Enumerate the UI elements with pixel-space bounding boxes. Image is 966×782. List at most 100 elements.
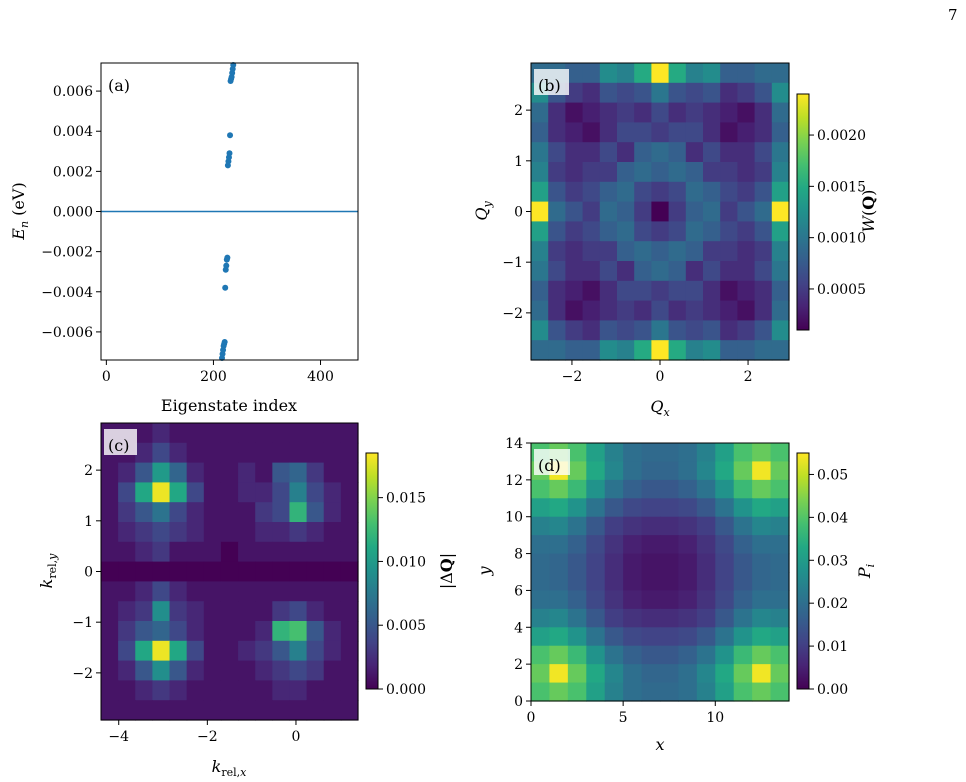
- panel-b-cell: [771, 320, 790, 341]
- panel-b-label-box: [534, 69, 569, 95]
- panel-d-cell: [586, 682, 606, 702]
- panel-c-cell: [323, 700, 342, 721]
- panel-b-cell: [668, 102, 687, 123]
- panel-a-point: [222, 284, 229, 291]
- panel-c-cell: [306, 660, 325, 681]
- panel-b-cell: [754, 320, 773, 341]
- panel-a-xtick-label: 0: [102, 369, 111, 385]
- panel-b-cell: [548, 241, 566, 262]
- panel-b-cell: [617, 63, 635, 84]
- panel-a-ytick-label: 0.002: [53, 164, 93, 180]
- panel-b-cell: [565, 122, 584, 143]
- panel-b-cell: [754, 300, 773, 321]
- panel-b-cell: [582, 320, 601, 341]
- panel-d-cell: [696, 461, 716, 481]
- panel-d-cell: [567, 664, 587, 684]
- panel-d-cell: [752, 682, 772, 702]
- panel-b-ytick-label: −1: [502, 255, 523, 271]
- panel-c-cell: [272, 482, 291, 503]
- panel-b-cell: [771, 181, 790, 203]
- panel-b-cell: [703, 102, 721, 123]
- panel-c-cell: [306, 482, 325, 503]
- panel-b-cell: [565, 102, 584, 123]
- panel-c-cell: [118, 621, 136, 642]
- panel-d-xtick-label: 5: [619, 710, 628, 726]
- panel-b-heatmap: [531, 63, 790, 361]
- panel-d-cell: [531, 553, 551, 573]
- panel-b-cell: [617, 102, 635, 123]
- panel-d-ytick-label: 12: [505, 473, 523, 489]
- panel-c-cell: [169, 482, 188, 503]
- panel-d-cell: [586, 664, 606, 684]
- panel-b-cell: [531, 241, 549, 262]
- panel-c-cell: [203, 442, 222, 464]
- panel-b-cell: [548, 162, 566, 183]
- panel-d-ytick-label: 4: [514, 620, 523, 636]
- panel-d-cell: [696, 498, 716, 518]
- panel-d-cell: [733, 498, 753, 518]
- panel-d-cell: [733, 572, 753, 592]
- panel-c-cell: [289, 502, 308, 523]
- panel-b-cell: [565, 340, 584, 361]
- panel-b-cbar-tick-label: 0.0005: [817, 282, 866, 298]
- panel-d-cell: [696, 682, 716, 702]
- panel-b-cell: [548, 261, 566, 282]
- panel-a-xlabel: Eigenstate index: [161, 396, 297, 415]
- panel-c-cell: [255, 660, 273, 681]
- panel-c-cell: [186, 700, 205, 721]
- panel-c-cell: [169, 442, 188, 464]
- panel-b-cell: [703, 300, 721, 321]
- panel-c-cell: [238, 581, 256, 602]
- panel-b-cell: [599, 102, 618, 123]
- panel-c-heatmap: [101, 423, 359, 721]
- panel-b-cell: [685, 181, 704, 203]
- panel-d-cell: [733, 443, 753, 463]
- panel-c-cell: [340, 423, 359, 444]
- panel-a-point: [230, 62, 237, 69]
- panel-b-cell: [565, 181, 584, 203]
- panel-b-cell: [617, 162, 635, 183]
- panel-d-xtick-label: 0: [527, 710, 536, 726]
- panel-c-cell: [186, 423, 205, 444]
- panel-d-cell: [678, 682, 698, 702]
- panel-b-cell: [720, 102, 738, 123]
- panel-c-cell: [101, 541, 119, 563]
- panel-d-cbar-tick-label: 0.04: [817, 510, 848, 526]
- panel-d-cell: [623, 572, 643, 592]
- panel-c-cell: [272, 561, 291, 582]
- panel-b-cell: [720, 82, 738, 104]
- panel-d-cell: [567, 608, 587, 628]
- panel-a-marks: [101, 62, 358, 361]
- panel-d-cell: [641, 627, 661, 647]
- panel-a-point: [227, 132, 234, 139]
- panel-d-cell: [641, 498, 661, 518]
- panel-b-cell: [651, 261, 670, 282]
- panel-d-ytick-label: 6: [514, 583, 523, 599]
- panel-c-cell: [186, 522, 205, 543]
- panel-b-cell: [737, 162, 756, 183]
- panel-b-cell: [634, 340, 652, 361]
- panel-b-cell: [651, 63, 670, 84]
- page-number: 7: [948, 6, 958, 24]
- panel-a-point: [226, 150, 233, 157]
- panel-c-cell: [220, 502, 239, 523]
- panel-b-cell: [582, 300, 601, 321]
- panel-c-cell: [255, 621, 273, 642]
- panel-b-ylabel: Qy: [472, 201, 494, 221]
- panel-c-cell: [323, 621, 342, 642]
- panel-d-cell: [604, 627, 624, 647]
- panel-b-cell: [771, 201, 790, 222]
- panel-d-cell: [696, 572, 716, 592]
- panel-b-cell: [582, 63, 601, 84]
- panel-d-cell: [586, 461, 606, 481]
- panel-d-xlabel: x: [655, 735, 664, 754]
- panel-b-cell: [634, 122, 652, 143]
- panel-d-cell: [752, 590, 772, 610]
- panel-c-cell: [203, 482, 222, 503]
- panel-b-cell: [668, 82, 687, 104]
- panel-d-cell: [752, 572, 772, 592]
- panel-b-cell: [754, 122, 773, 143]
- panel-c-cell: [272, 700, 291, 721]
- panel-b-cell: [703, 63, 721, 84]
